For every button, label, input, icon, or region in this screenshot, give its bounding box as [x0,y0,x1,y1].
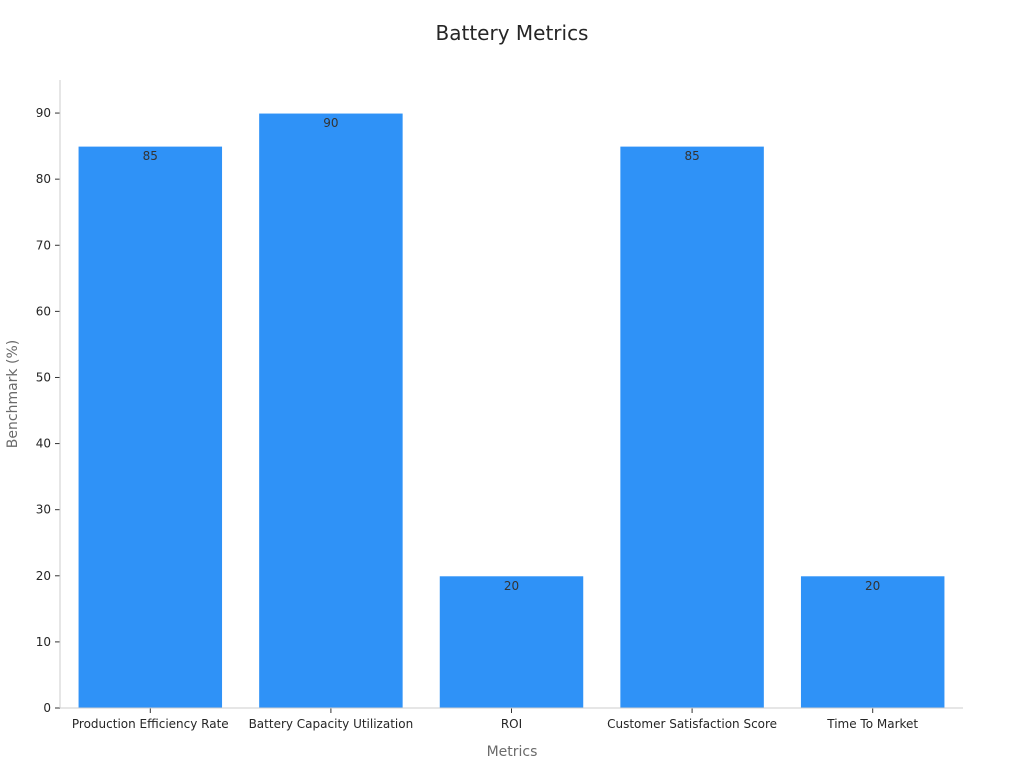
x-tick-label: Production Efficiency Rate [72,717,229,731]
bar [619,145,765,709]
y-tick-label: 80 [36,172,51,186]
bar [258,112,404,709]
labels-layer: 85 Production Efficiency Rate 90 Battery Ca… [36,106,919,731]
x-tick-label: Customer Satisfaction Score [607,717,777,731]
data-label: 90 [323,116,338,130]
data-label: 20 [865,579,880,593]
data-label: 20 [504,579,519,593]
chart-title: Battery Metrics [436,21,589,45]
y-tick-label: 50 [36,370,51,384]
x-tick-label: Battery Capacity Utilization [249,717,414,731]
y-tick-label: 70 [36,238,51,252]
y-axis-label: Benchmark (%) [5,340,21,448]
y-tick-label: 90 [36,106,51,120]
bar [799,575,946,709]
y-tick-label: 10 [36,635,51,649]
x-tick-label: Time To Market [826,717,918,731]
bars-layer [77,112,946,709]
data-label: 85 [143,149,158,163]
axes-layer [55,80,963,713]
data-label: 85 [684,149,699,163]
y-tick-label: 40 [36,437,51,451]
y-tick-label: 30 [36,503,51,517]
bar [77,145,224,709]
bar [438,575,585,709]
x-tick-label: ROI [501,717,522,731]
y-tick-label: 0 [43,701,51,715]
y-tick-label: 20 [36,569,51,583]
x-axis-label: Metrics [487,744,538,760]
y-tick-label: 60 [36,304,51,318]
